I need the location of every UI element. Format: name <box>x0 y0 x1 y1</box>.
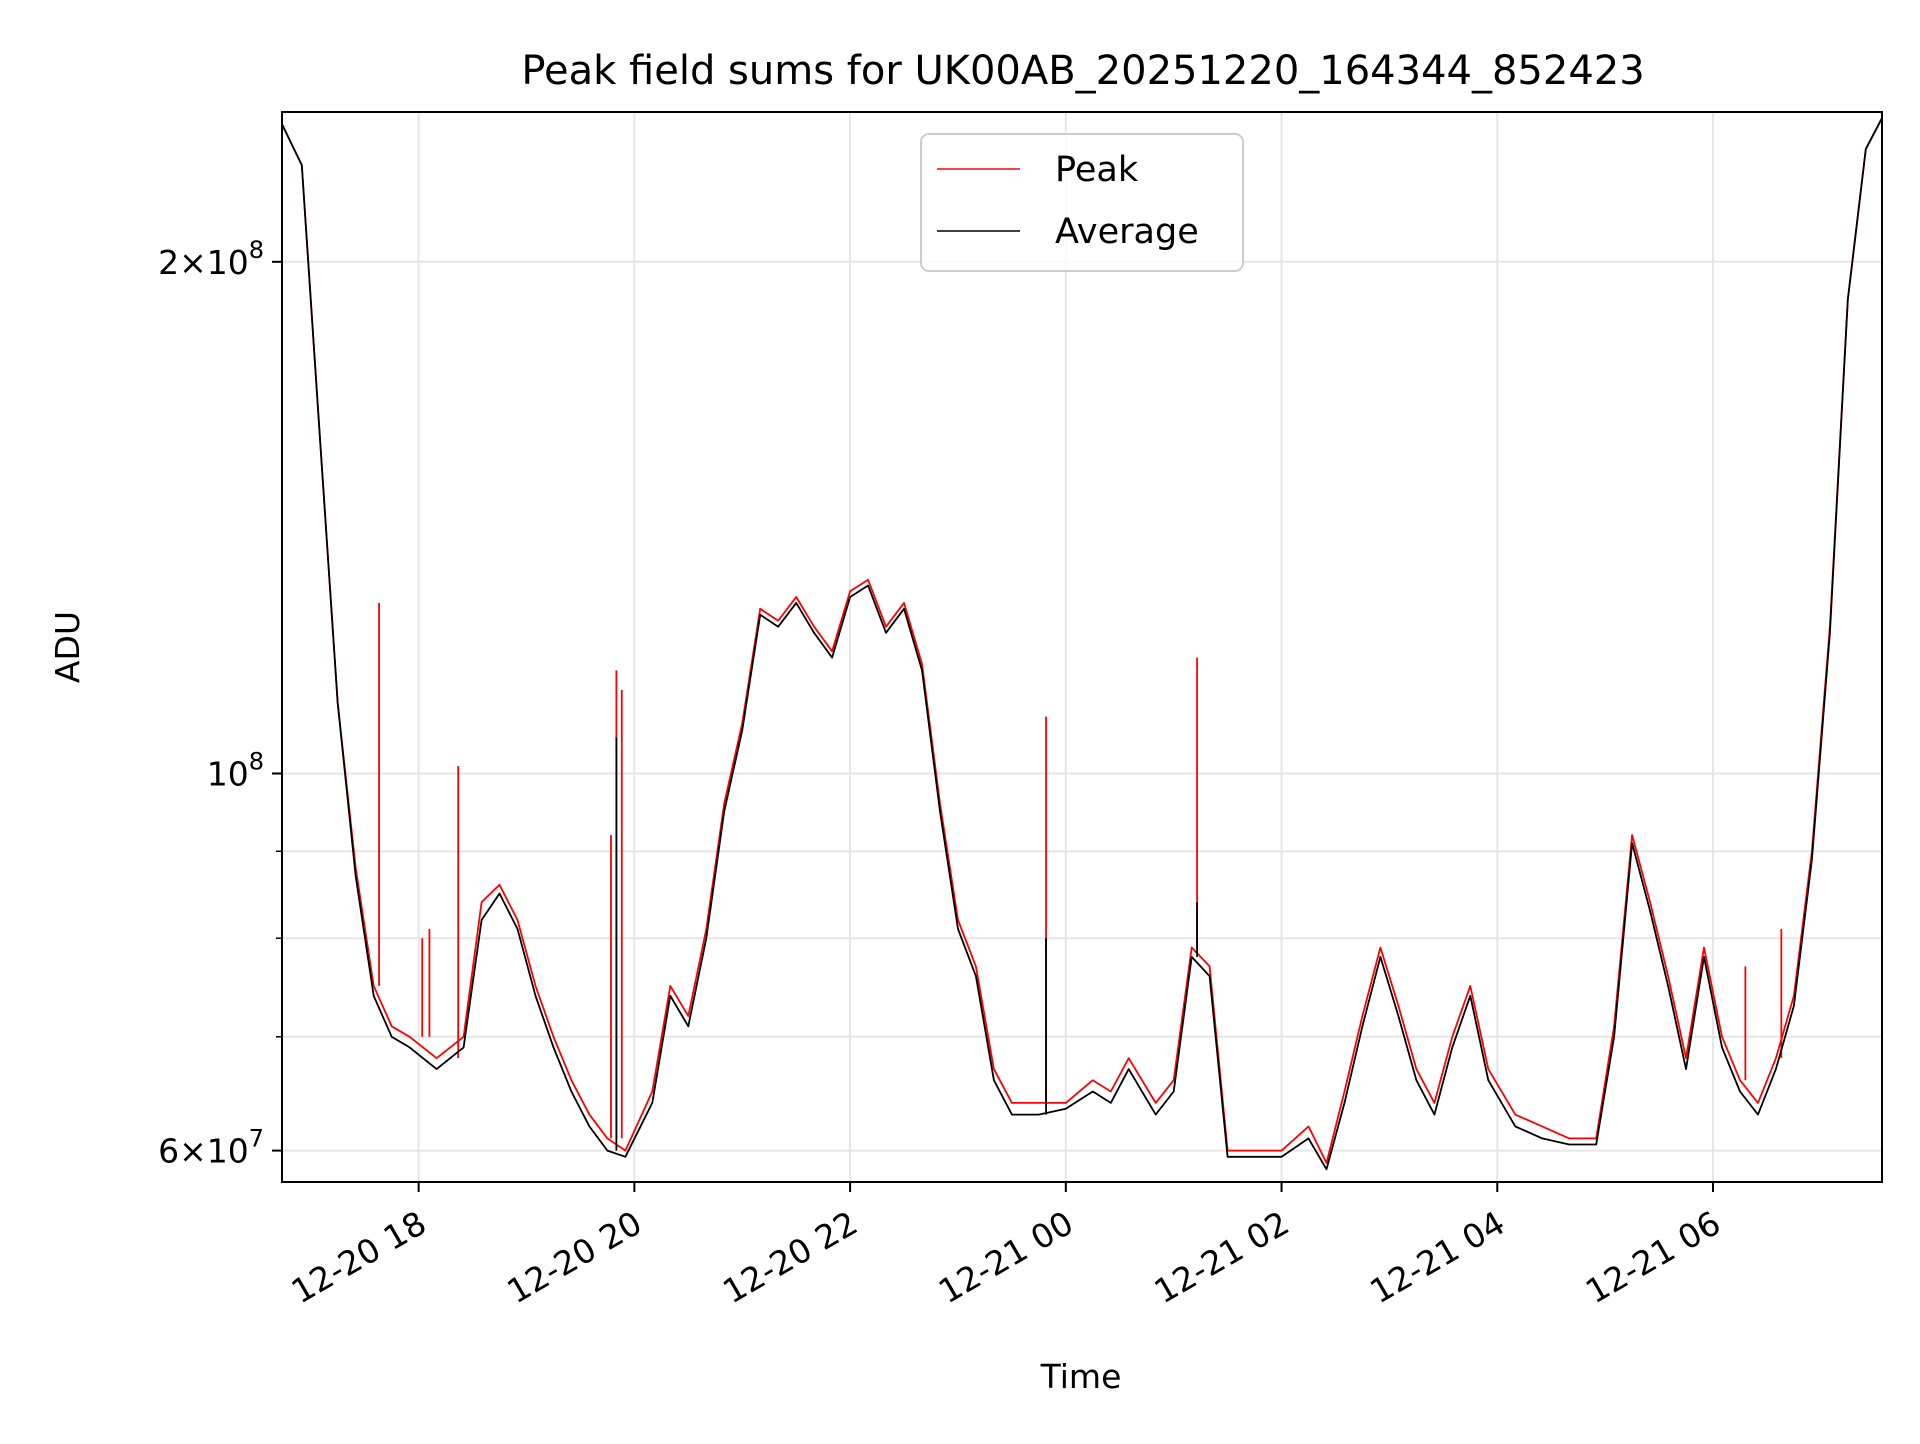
chart-title: Peak field sums for UK00AB_20251220_1643… <box>521 48 1644 94</box>
legend-label-peak: Peak <box>1055 150 1139 190</box>
y-tick-label: 6×107 <box>158 1125 264 1171</box>
y-axis: 6×107 108 2×108 <box>158 236 282 1171</box>
legend: Peak Average <box>920 133 1244 272</box>
plot-area <box>282 117 1882 1171</box>
series-line-peak <box>282 117 1882 1164</box>
x-axis-label: Time <box>1040 1357 1122 1396</box>
grid <box>282 112 1882 1182</box>
legend-label-average: Average <box>1055 212 1199 252</box>
axes-frame <box>281 111 1883 1183</box>
y-tick-label: 2×108 <box>158 236 264 282</box>
y-axis-label: ADU <box>48 611 87 683</box>
y-tick-label: 108 <box>207 747 264 793</box>
series-line-average <box>282 117 1882 1171</box>
